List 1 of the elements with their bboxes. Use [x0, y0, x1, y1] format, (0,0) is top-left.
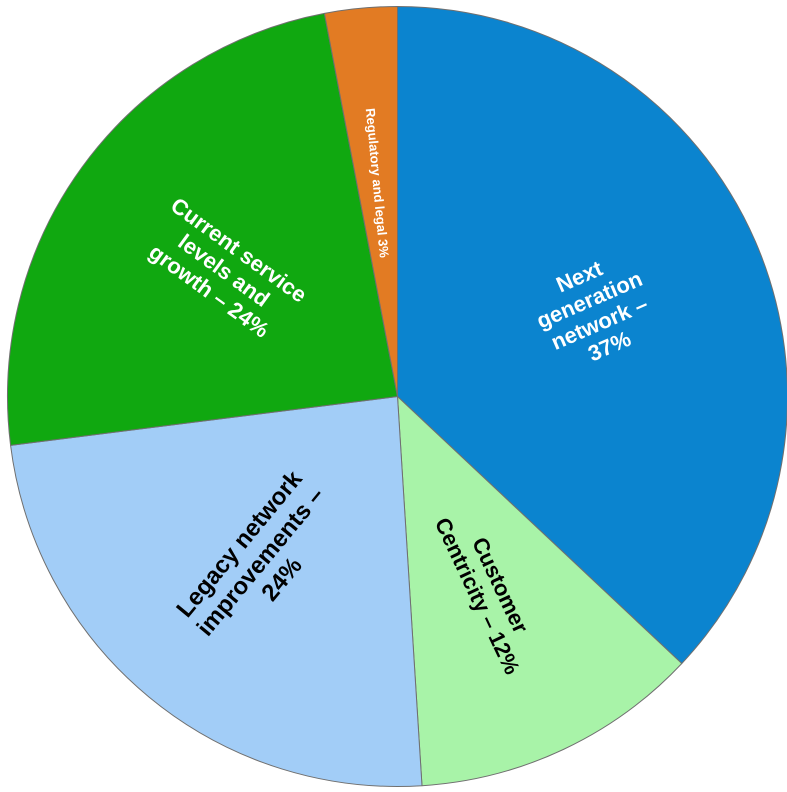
- slice-label: Regulatory and legal 3%: [362, 107, 392, 259]
